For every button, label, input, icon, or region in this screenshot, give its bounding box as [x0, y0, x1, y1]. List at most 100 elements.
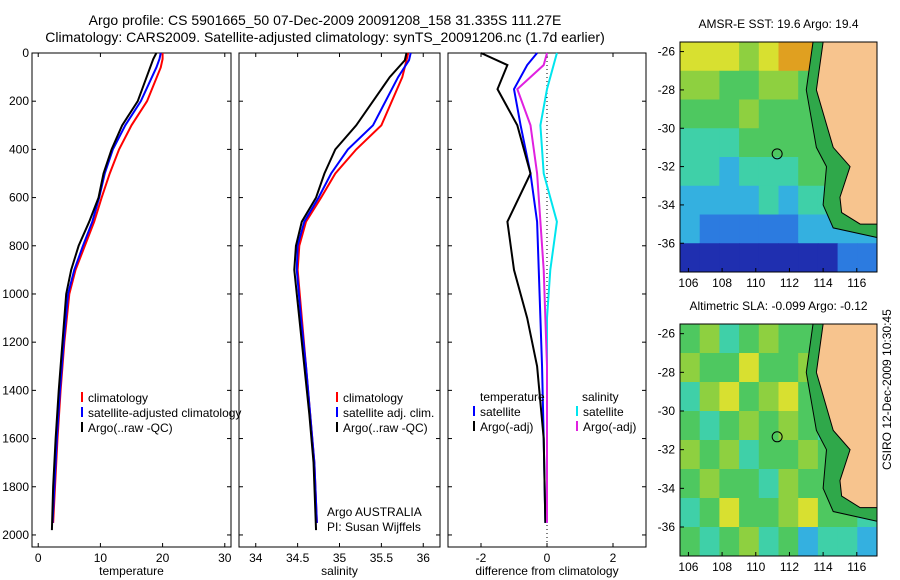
map-cell	[758, 382, 779, 412]
map-cell	[817, 243, 839, 273]
map-cell	[739, 185, 760, 215]
map-cell	[798, 440, 819, 470]
map-cell	[719, 353, 740, 383]
map-cell	[778, 243, 799, 273]
map-cell	[699, 185, 720, 215]
map-cell	[758, 353, 779, 383]
map-x-tick-label: 108	[712, 276, 732, 290]
map-cell	[739, 411, 760, 441]
map-cell	[758, 70, 779, 100]
map-cell	[778, 128, 799, 158]
chart-title-line2: Climatology: CARS2009. Satellite-adjuste…	[45, 29, 605, 45]
map-cell	[719, 214, 740, 244]
map-cell	[680, 157, 701, 187]
map-cell	[758, 498, 779, 528]
map-cell	[739, 498, 760, 528]
map-x-tick-label: 114	[814, 560, 833, 574]
map-cell	[857, 243, 878, 273]
map-cell	[778, 498, 799, 528]
map-cell	[739, 324, 760, 354]
map-cell	[719, 157, 740, 187]
map-cell	[778, 440, 799, 470]
map-cell	[778, 157, 799, 187]
map-cell	[739, 469, 760, 499]
map-cell	[778, 185, 799, 215]
map-cell	[758, 128, 779, 158]
y-tick-label: 1000	[2, 287, 29, 301]
map-y-tick-label: -32	[658, 443, 676, 457]
map-cell	[778, 382, 799, 412]
map-cell	[719, 440, 740, 470]
chart-title-line1: Argo profile: CS 5901665_50 07-Dec-2009 …	[88, 12, 562, 28]
series-line-2-3	[516, 52, 548, 523]
map-frame	[679, 41, 878, 273]
map-cell	[699, 527, 720, 557]
legend-temperature-panel-label: satellite-adjusted climatology	[88, 406, 241, 420]
annotation-argo-australia: Argo AUSTRALIA	[327, 505, 422, 519]
y-tick-label: 800	[9, 239, 29, 253]
x-tick-label: 2	[610, 551, 617, 565]
map-cell	[699, 42, 720, 72]
map-cell	[680, 185, 701, 215]
map-cell	[798, 185, 819, 215]
map-cell	[778, 469, 799, 499]
series-line-2-0	[512, 52, 547, 523]
map-cell	[758, 324, 779, 354]
map-cell	[680, 128, 701, 158]
map-cell	[699, 128, 720, 158]
map-cell	[798, 469, 819, 499]
map-cell	[758, 185, 779, 215]
map-y-tick-label: -36	[658, 520, 676, 534]
map-x-tick-label: 116	[847, 276, 866, 290]
map-cell	[699, 440, 720, 470]
map-cell	[739, 99, 760, 129]
map-cell	[680, 498, 701, 528]
y-tick-label: 400	[9, 142, 29, 156]
map-cell	[719, 382, 740, 412]
map-cell	[857, 527, 878, 557]
map-cell	[778, 527, 799, 557]
map-y-tick-label: -26	[658, 327, 676, 341]
map-cell	[837, 527, 858, 557]
side-timestamp: CSIRO 12-Dec-2009 10:30:45	[880, 309, 894, 470]
map-cell	[778, 42, 799, 72]
map-y-tick-label: -34	[658, 198, 676, 212]
map-cell	[798, 214, 819, 244]
legend-salinity-panel-label: Argo(..raw -QC)	[343, 421, 428, 435]
map-cell	[758, 157, 779, 187]
map-cell	[699, 382, 720, 412]
map-1	[679, 323, 878, 557]
map-cell	[680, 99, 701, 129]
series-line-1-1	[295, 52, 412, 523]
map-y-tick-label: -26	[658, 45, 676, 59]
map-cell	[778, 324, 799, 354]
y-tick-label: 1400	[2, 383, 29, 397]
map-cell	[798, 157, 819, 187]
map-cell	[739, 527, 760, 557]
panel-frame-0	[31, 52, 232, 548]
map-cell	[778, 411, 799, 441]
x-axis-label: difference from climatology	[475, 564, 618, 578]
x-axis-label: temperature	[99, 564, 164, 578]
map-cell	[817, 527, 839, 557]
legend-diff-temperature-title: temperature	[480, 390, 545, 404]
x-tick-label: 30	[218, 551, 232, 565]
x-tick-label: 35	[333, 551, 347, 565]
map-cell	[739, 243, 760, 273]
map-cell	[798, 527, 819, 557]
map-cell	[719, 128, 740, 158]
map-cell	[699, 243, 720, 273]
map-cell	[680, 42, 701, 72]
float-location-marker	[771, 431, 783, 443]
map-cell	[699, 324, 720, 354]
map-cell	[798, 128, 819, 158]
map-cell	[680, 324, 701, 354]
map-cell	[739, 382, 760, 412]
legend-diff-salinity-label: Argo(-adj)	[583, 420, 636, 434]
map-cell	[778, 214, 799, 244]
map-cell	[739, 440, 760, 470]
map-cell	[699, 469, 720, 499]
map-y-tick-label: -32	[658, 160, 676, 174]
map-cell	[680, 353, 701, 383]
map-cell	[699, 157, 720, 187]
